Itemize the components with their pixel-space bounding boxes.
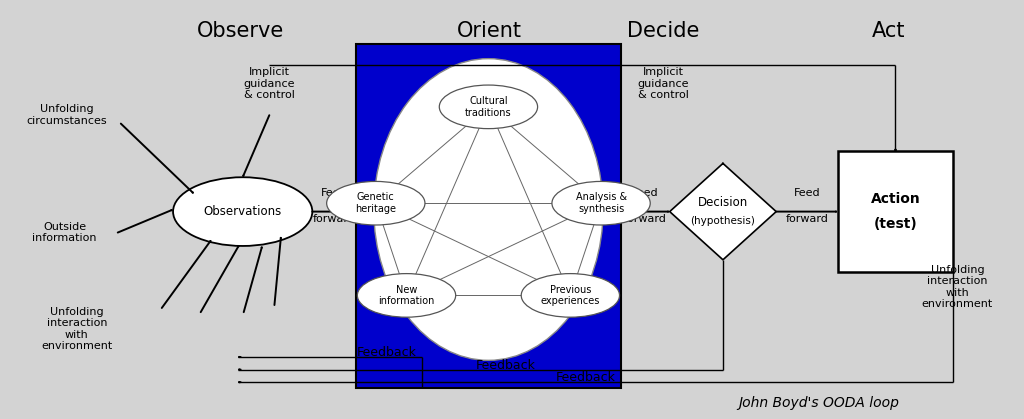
Ellipse shape [552, 181, 650, 225]
Text: Decide: Decide [628, 21, 699, 41]
Text: Feed: Feed [632, 188, 658, 198]
Text: forward: forward [624, 214, 667, 224]
Text: Feedback: Feedback [476, 359, 536, 372]
Text: Previous
experiences: Previous experiences [541, 285, 600, 306]
Text: Implicit
guidance
& control: Implicit guidance & control [638, 67, 689, 101]
Text: Unfolding
circumstances: Unfolding circumstances [27, 104, 106, 126]
Text: Feedback: Feedback [356, 346, 416, 359]
Text: Feedback: Feedback [555, 371, 615, 384]
Text: Action: Action [870, 192, 921, 206]
Text: John Boyd's OODA loop: John Boyd's OODA loop [738, 396, 900, 410]
Text: Decision: Decision [697, 196, 749, 209]
Text: (test): (test) [873, 217, 918, 231]
Text: forward: forward [785, 214, 828, 224]
Text: Observations: Observations [204, 205, 282, 218]
Text: (hypothesis): (hypothesis) [690, 216, 756, 226]
Ellipse shape [173, 177, 312, 246]
Text: Observe: Observe [197, 21, 285, 41]
Text: Analysis &
synthesis: Analysis & synthesis [575, 192, 627, 214]
Text: Genetic
heritage: Genetic heritage [355, 192, 396, 214]
Text: Feed: Feed [321, 188, 348, 198]
Text: Act: Act [872, 21, 905, 41]
Text: Implicit
guidance
& control: Implicit guidance & control [244, 67, 295, 101]
Text: Unfolding
interaction
with
environment: Unfolding interaction with environment [41, 307, 113, 351]
Text: Unfolding
interaction
with
environment: Unfolding interaction with environment [922, 265, 993, 309]
Ellipse shape [327, 181, 425, 225]
Text: Outside
information: Outside information [33, 222, 96, 243]
Text: Orient: Orient [457, 21, 522, 41]
Text: Cultural
traditions: Cultural traditions [465, 96, 512, 118]
Ellipse shape [521, 274, 620, 317]
Bar [838, 151, 953, 272]
Polygon shape [670, 163, 776, 260]
Text: New
information: New information [378, 285, 435, 306]
Ellipse shape [439, 85, 538, 129]
Text: forward: forward [313, 214, 355, 224]
Bar [356, 44, 621, 388]
Ellipse shape [357, 274, 456, 317]
Ellipse shape [374, 59, 603, 360]
Text: Feed: Feed [794, 188, 820, 198]
